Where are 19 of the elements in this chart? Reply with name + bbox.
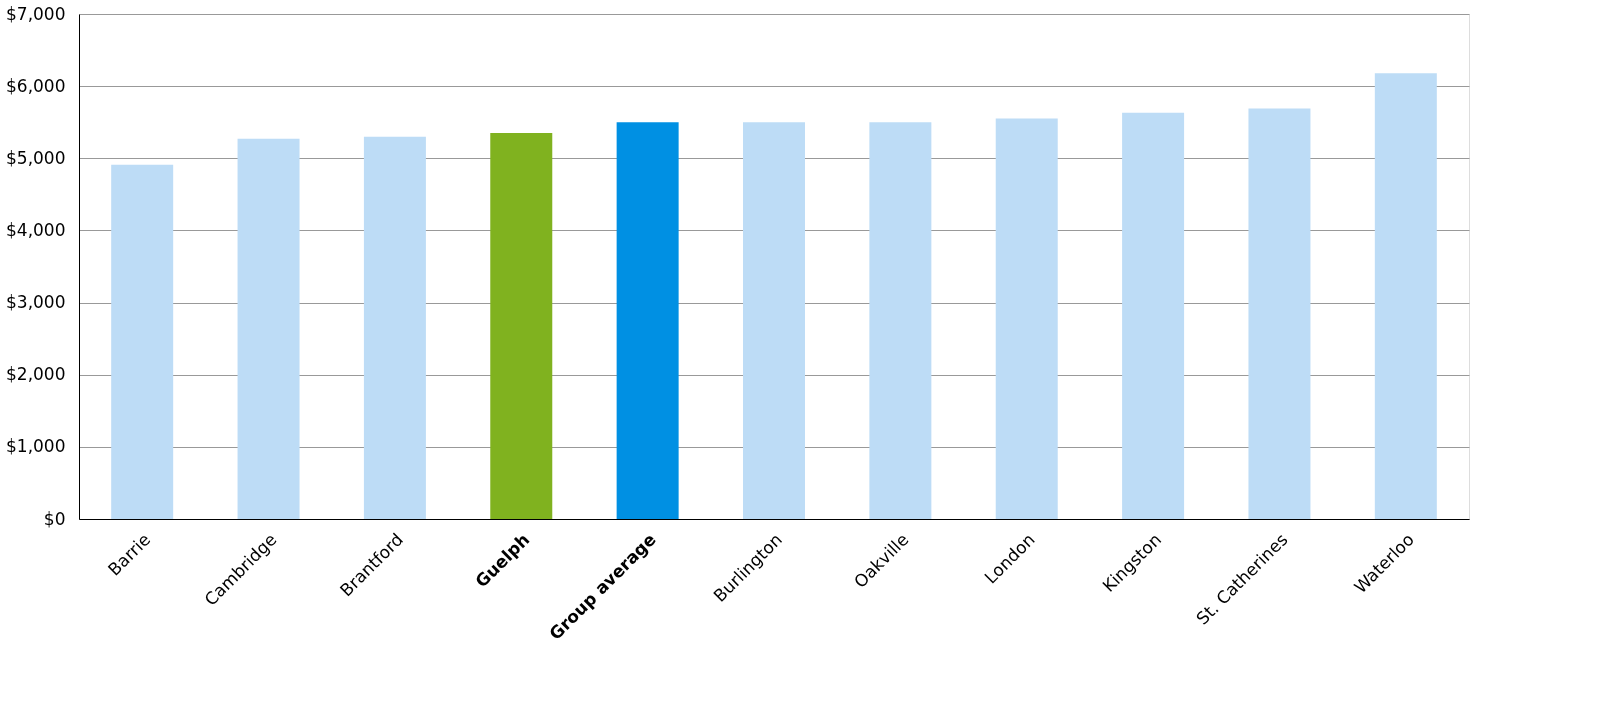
bar	[111, 164, 174, 519]
bar	[490, 133, 553, 519]
bar	[616, 122, 679, 519]
y-tick-label: $2,000	[6, 364, 66, 385]
bar	[1122, 112, 1185, 519]
bar	[237, 138, 300, 519]
y-tick-label: $0	[43, 508, 66, 529]
y-tick-label: $1,000	[6, 436, 66, 457]
bar	[995, 118, 1058, 519]
bar	[869, 122, 932, 519]
bar	[743, 122, 805, 519]
y-tick-label: $6,000	[6, 75, 66, 96]
y-tick-label: $4,000	[6, 219, 66, 240]
y-tick-label: $3,000	[6, 292, 66, 313]
bar	[1374, 73, 1437, 519]
y-tick-label: $5,000	[6, 147, 66, 168]
bar	[363, 136, 426, 519]
y-tick-label: $7,000	[6, 3, 66, 24]
bar	[1248, 108, 1311, 519]
